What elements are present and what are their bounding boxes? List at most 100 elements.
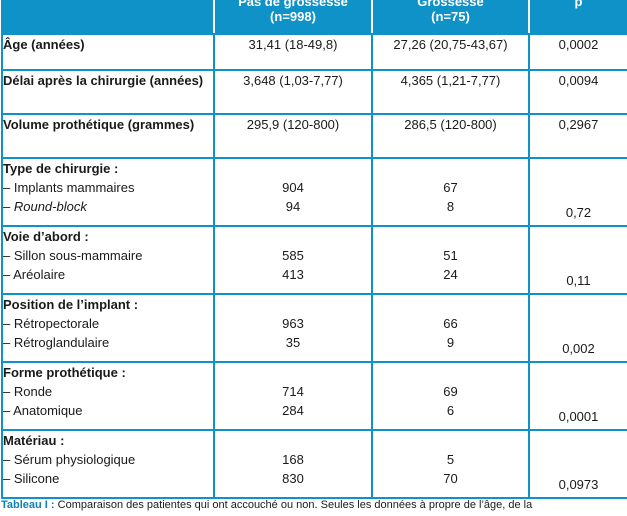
group-item-label: – Anatomique <box>3 403 83 418</box>
no-pregnancy-value: 94 <box>285 199 301 214</box>
p-value: 0,2967 <box>558 117 599 132</box>
p-value-cell: 0,0001 <box>528 361 627 431</box>
group-item-label: – Rétropectorale <box>3 316 100 331</box>
p-value: 0,0002 <box>558 37 599 52</box>
row-label-cell: Délai après la chirurgie (années) <box>1 69 215 115</box>
group-item-label: – Implants mammaires <box>3 180 135 195</box>
p-value-cell: 0,0094 <box>528 69 627 115</box>
group-title: Forme prothétique : <box>3 365 126 380</box>
no-pregnancy-value: 295,9 (120-800) <box>246 117 340 132</box>
p-value: 0,0001 <box>558 409 599 424</box>
pregnancy-value: 67 <box>443 180 458 195</box>
table-row: Âge (années) 31,41 (18-49,8) 27,26 (20,75-… <box>1 33 627 71</box>
no-pregnancy-cell: 31,41 (18-49,8) <box>213 33 373 71</box>
comparison-table: Pas de grossesse (n=998) Grossesse (n=75) … <box>1 0 627 499</box>
no-pregnancy-cell: 963 35 <box>213 293 373 363</box>
pregnancy-cell: 66 9 <box>371 293 530 363</box>
pregnancy-value: 69 <box>443 384 458 399</box>
spacer <box>215 159 371 178</box>
spacer <box>373 295 528 314</box>
table-row: Volume prothétique (grammes) 295,9 (120-8… <box>1 113 627 159</box>
spacer <box>215 227 371 246</box>
no-pregnancy-value: 830 <box>282 471 304 486</box>
pregnancy-value: 4,365 (1,21-7,77) <box>400 73 501 88</box>
group-item-label: – Round-block <box>3 199 87 214</box>
group-item-label: – Silicone <box>3 471 60 486</box>
spacer <box>373 431 528 450</box>
pregnancy-value: 24 <box>443 267 458 282</box>
spacer <box>215 363 371 382</box>
header-blank-cell <box>1 0 215 35</box>
header-p-value: p <box>528 0 627 35</box>
p-value: 0,11 <box>566 273 591 288</box>
pregnancy-cell: 67 8 <box>371 157 530 227</box>
table-group-row: Voie d’abord : – Sillon sous-mammaire – Ar… <box>1 225 627 295</box>
group-label-cell: Position de l’implant : – Rétropectorale –… <box>1 293 215 363</box>
header-no-pregnancy: Pas de grossesse (n=998) <box>213 0 373 35</box>
no-pregnancy-cell: 168 830 <box>213 429 373 499</box>
pregnancy-cell: 286,5 (120-800) <box>371 113 530 159</box>
row-label: Volume prothétique (grammes) <box>3 117 195 132</box>
group-item-label: – Ronde <box>3 384 53 399</box>
pregnancy-value: 70 <box>443 471 458 486</box>
pregnancy-value: 27,26 (20,75-43,67) <box>393 37 508 52</box>
group-label-cell: Forme prothétique : – Ronde – Anatomique <box>1 361 215 431</box>
p-value-cell: 0,0973 <box>528 429 627 499</box>
group-title: Matériau : <box>3 433 65 448</box>
header-pregnancy-label: Grossesse (n=75) <box>417 0 484 24</box>
pregnancy-cell: 5 70 <box>371 429 530 499</box>
table-group-row: Type de chirurgie : – Implants mammaires –… <box>1 157 627 227</box>
table-group-row: Matériau : – Sérum physiologique – Silicon… <box>1 429 627 499</box>
no-pregnancy-cell: 585 413 <box>213 225 373 295</box>
row-label-cell: Volume prothétique (grammes) <box>1 113 215 159</box>
no-pregnancy-cell: 714 284 <box>213 361 373 431</box>
no-pregnancy-value: 714 <box>282 384 304 399</box>
p-value-cell: 0,11 <box>528 225 627 295</box>
group-title: Position de l’implant : <box>3 297 139 312</box>
no-pregnancy-value: 168 <box>282 452 304 467</box>
spacer <box>373 227 528 246</box>
p-value-cell: 0,002 <box>528 293 627 363</box>
caption-text: Comparaison des patientes qui ont accouc… <box>57 499 533 511</box>
pregnancy-cell: 51 24 <box>371 225 530 295</box>
pregnancy-cell: 27,26 (20,75-43,67) <box>371 33 530 71</box>
row-label: Âge (années) <box>3 37 85 52</box>
pregnancy-cell: 4,365 (1,21-7,77) <box>371 69 530 115</box>
no-pregnancy-cell: 295,9 (120-800) <box>213 113 373 159</box>
no-pregnancy-cell: 3,648 (1,03-7,77) <box>213 69 373 115</box>
spacer <box>215 295 371 314</box>
table-row: Délai après la chirurgie (années) 3,648 (… <box>1 69 627 115</box>
spacer <box>373 363 528 382</box>
caption-label: Tableau I : <box>1 499 55 511</box>
header-p-label: p <box>574 0 583 9</box>
group-label-cell: Voie d’abord : – Sillon sous-mammaire – Ar… <box>1 225 215 295</box>
table-caption: Tableau I : Comparaison des patientes qu… <box>1 498 627 512</box>
p-value: 0,0973 <box>558 477 599 492</box>
p-value-cell: 0,2967 <box>528 113 627 159</box>
group-label-cell: Type de chirurgie : – Implants mammaires –… <box>1 157 215 227</box>
no-pregnancy-value: 585 <box>282 248 304 263</box>
header-pregnancy: Grossesse (n=75) <box>371 0 530 35</box>
header-no-pregnancy-label: Pas de grossesse (n=998) <box>238 0 348 24</box>
p-value: 0,72 <box>565 205 592 220</box>
no-pregnancy-cell: 904 94 <box>213 157 373 227</box>
pregnancy-cell: 69 6 <box>371 361 530 431</box>
group-item-label: – Aréolaire <box>3 267 66 282</box>
group-item-label: – Sillon sous-mammaire <box>3 248 143 263</box>
no-pregnancy-value: 35 <box>285 335 301 350</box>
table-header-row: Pas de grossesse (n=998) Grossesse (n=75) … <box>1 0 627 35</box>
group-item-label: – Sérum physiologique <box>3 452 136 467</box>
row-label: Délai après la chirurgie (années) <box>3 73 204 88</box>
no-pregnancy-value: 284 <box>282 403 304 418</box>
pregnancy-value: 9 <box>446 335 455 350</box>
p-value: 0,002 <box>562 341 595 356</box>
group-title: Voie d’abord : <box>3 229 89 244</box>
table-group-row: Position de l’implant : – Rétropectorale –… <box>1 293 627 363</box>
no-pregnancy-value: 413 <box>282 267 304 282</box>
p-value-cell: 0,72 <box>528 157 627 227</box>
no-pregnancy-value: 904 <box>282 180 304 195</box>
p-value: 0,0094 <box>558 73 599 88</box>
pregnancy-value: 8 <box>446 199 455 214</box>
pregnancy-value: 5 <box>446 452 455 467</box>
